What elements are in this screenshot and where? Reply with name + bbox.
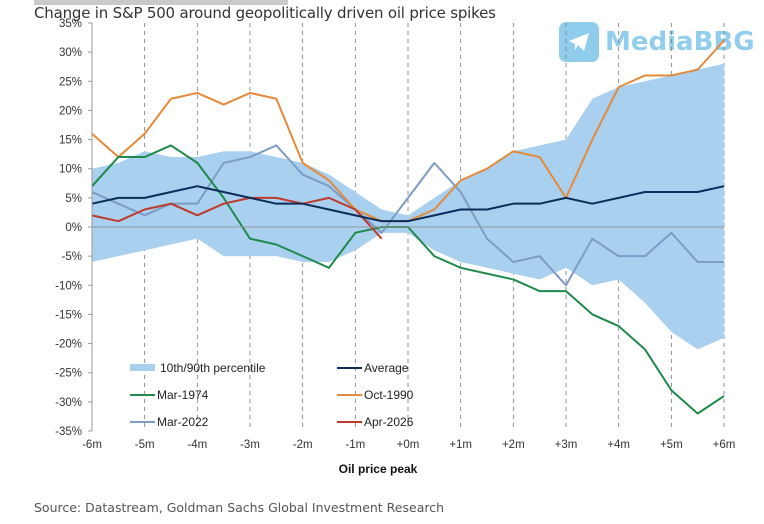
x-tick-label: -6m [82,439,102,451]
legend-label: Apr-2026 [364,415,414,429]
legend-label: Oct-1990 [364,388,414,402]
y-tick-label: 35% [59,18,82,30]
x-tick-label: +4m [607,439,630,451]
y-tick-label: -30% [55,397,82,409]
y-tick-label: -35% [55,426,82,438]
x-tick-label: +5m [660,439,683,451]
header-bar [34,0,288,5]
y-tick-label: 25% [59,76,82,88]
legend-label: Mar-1974 [157,388,209,402]
x-tick-label: -5m [135,439,155,451]
legend-label: Mar-2022 [157,415,209,429]
chart-title: Change in S&P 500 around geopolitically … [34,4,496,22]
y-tick-label: 20% [59,105,82,117]
series-apr2026 [91,196,383,240]
y-tick-label: -10% [55,280,82,292]
watermark: MediaBBG [559,22,755,62]
legend-label: 10th/90th percentile [160,361,266,375]
source-note: Source: Datastream, Goldman Sachs Global… [34,500,445,515]
y-tick-label: 30% [59,47,82,59]
legend-label: Average [364,361,409,375]
watermark-text: MediaBBG [605,27,755,57]
x-ticks: -6m -5m -4m -3m -2m -1m +0m +1m +2m +3m +4m +5m +6m [82,439,735,451]
y-tick-label: 5% [65,193,82,205]
series-average [91,185,725,223]
y-tick-label: 15% [59,135,82,147]
y-tick-label: -25% [55,368,82,380]
y-tick-label: -5% [62,251,82,263]
x-tick-label: +1m [449,439,472,451]
x-tick-label: -3m [240,439,260,451]
x-axis-label: Oil price peak [339,462,418,476]
x-tick-label: -1m [345,439,365,451]
x-tick-label: -2m [293,439,313,451]
series-mar2022 [91,144,724,287]
y-tick-label: 0% [65,222,82,234]
y-tick-label: -15% [55,309,82,321]
y-ticks: 35% 30% 25% 20% 15% 10% 5% 0% -5% -10% -15% -20% -25… [55,18,92,438]
x-tick-label: +6m [713,439,736,451]
y-tick-label: -20% [55,339,82,351]
legend-swatch-band [130,364,155,371]
x-tick-label: +2m [502,439,525,451]
x-tick-label: -4m [187,439,207,451]
x-tick-label: +0m [397,439,420,451]
x-tick-label: +3m [555,439,578,451]
y-tick-label: 10% [59,164,82,176]
legend: 10th/90th percentile Average Mar-1974 Oct-1… [130,361,414,429]
